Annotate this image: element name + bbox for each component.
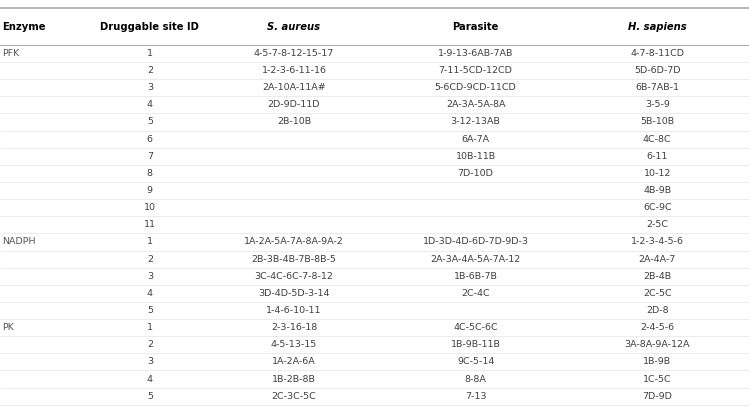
Text: 1: 1 — [147, 237, 153, 246]
Text: 2B-4B: 2B-4B — [643, 272, 671, 281]
Text: 6A-7A: 6A-7A — [461, 135, 490, 144]
Text: 2-5C: 2-5C — [646, 220, 668, 229]
Text: PK: PK — [2, 323, 14, 332]
Text: 6-11: 6-11 — [646, 152, 668, 161]
Text: 3A-8A-9A-12A: 3A-8A-9A-12A — [625, 340, 690, 349]
Text: 4B-9B: 4B-9B — [643, 186, 671, 195]
Text: 1-2-3-6-11-16: 1-2-3-6-11-16 — [261, 66, 327, 75]
Text: 7: 7 — [147, 152, 153, 161]
Text: Parasite: Parasite — [452, 22, 499, 31]
Text: 1-4-6-10-11: 1-4-6-10-11 — [266, 306, 322, 315]
Text: 3D-4D-5D-3-14: 3D-4D-5D-3-14 — [258, 289, 330, 298]
Text: 4C-5C-6C: 4C-5C-6C — [453, 323, 498, 332]
Text: 2C-3C-5C: 2C-3C-5C — [272, 392, 316, 401]
Text: 2D-9D-11D: 2D-9D-11D — [267, 100, 321, 109]
Text: 7-11-5CD-12CD: 7-11-5CD-12CD — [439, 66, 512, 75]
Text: 2A-3A-5A-8A: 2A-3A-5A-8A — [446, 100, 506, 109]
Text: 11: 11 — [144, 220, 156, 229]
Text: 10B-11B: 10B-11B — [455, 152, 496, 161]
Text: 2A-10A-11A#: 2A-10A-11A# — [262, 83, 326, 92]
Text: 2A-4A-7: 2A-4A-7 — [639, 255, 676, 264]
Text: 2: 2 — [147, 255, 153, 264]
Text: 1A-2A-5A-7A-8A-9A-2: 1A-2A-5A-7A-8A-9A-2 — [244, 237, 344, 246]
Text: 6C-9C: 6C-9C — [643, 203, 672, 212]
Text: 3-12-13AB: 3-12-13AB — [451, 118, 500, 126]
Text: 3: 3 — [147, 83, 153, 92]
Text: 1B-6B-7B: 1B-6B-7B — [454, 272, 497, 281]
Text: Enzyme: Enzyme — [2, 22, 46, 31]
Text: 3: 3 — [147, 357, 153, 366]
Text: 2D-8: 2D-8 — [646, 306, 669, 315]
Text: 1A-2A-6A: 1A-2A-6A — [272, 357, 316, 366]
Text: 6B-7AB-1: 6B-7AB-1 — [635, 83, 679, 92]
Text: 3: 3 — [147, 272, 153, 281]
Text: 5: 5 — [147, 118, 153, 126]
Text: 10-12: 10-12 — [643, 169, 671, 178]
Text: 1C-5C: 1C-5C — [643, 375, 672, 384]
Text: 1B-9B: 1B-9B — [643, 357, 671, 366]
Text: 4-5-7-8-12-15-17: 4-5-7-8-12-15-17 — [254, 49, 334, 58]
Text: 8-8A: 8-8A — [464, 375, 487, 384]
Text: 1B-2B-8B: 1B-2B-8B — [272, 375, 316, 384]
Text: 2C-5C: 2C-5C — [643, 289, 672, 298]
Text: 1B-9B-11B: 1B-9B-11B — [451, 340, 500, 349]
Text: 4: 4 — [147, 100, 153, 109]
Text: 1: 1 — [147, 323, 153, 332]
Text: 2-4-5-6: 2-4-5-6 — [640, 323, 674, 332]
Text: 2B-3B-4B-7B-8B-5: 2B-3B-4B-7B-8B-5 — [252, 255, 336, 264]
Text: 2-3-16-18: 2-3-16-18 — [271, 323, 317, 332]
Text: 5-6CD-9CD-11CD: 5-6CD-9CD-11CD — [434, 83, 517, 92]
Text: 7-13: 7-13 — [465, 392, 486, 401]
Text: 4: 4 — [147, 289, 153, 298]
Text: 4-7-8-11CD: 4-7-8-11CD — [630, 49, 685, 58]
Text: 7D-9D: 7D-9D — [643, 392, 672, 401]
Text: 8: 8 — [147, 169, 153, 178]
Text: 10: 10 — [144, 203, 156, 212]
Text: 7D-10D: 7D-10D — [458, 169, 494, 178]
Text: PFK: PFK — [2, 49, 19, 58]
Text: 9: 9 — [147, 186, 153, 195]
Text: 2: 2 — [147, 340, 153, 349]
Text: 3-5-9: 3-5-9 — [645, 100, 670, 109]
Text: 5B-10B: 5B-10B — [640, 118, 674, 126]
Text: S. aureus: S. aureus — [267, 22, 321, 31]
Text: Druggable site ID: Druggable site ID — [100, 22, 199, 31]
Text: 2A-3A-4A-5A-7A-12: 2A-3A-4A-5A-7A-12 — [431, 255, 521, 264]
Text: 5: 5 — [147, 392, 153, 401]
Text: 5: 5 — [147, 306, 153, 315]
Text: 6: 6 — [147, 135, 153, 144]
Text: 2B-10B: 2B-10B — [277, 118, 311, 126]
Text: 4: 4 — [147, 375, 153, 384]
Text: 4-5-13-15: 4-5-13-15 — [271, 340, 317, 349]
Text: 1-2-3-4-5-6: 1-2-3-4-5-6 — [631, 237, 684, 246]
Text: H. sapiens: H. sapiens — [628, 22, 687, 31]
Text: 1D-3D-4D-6D-7D-9D-3: 1D-3D-4D-6D-7D-9D-3 — [422, 237, 529, 246]
Text: 4C-8C: 4C-8C — [643, 135, 672, 144]
Text: 9C-5-14: 9C-5-14 — [457, 357, 494, 366]
Text: 1-9-13-6AB-7AB: 1-9-13-6AB-7AB — [438, 49, 513, 58]
Text: 5D-6D-7D: 5D-6D-7D — [634, 66, 681, 75]
Text: NADPH: NADPH — [2, 237, 36, 246]
Text: 1: 1 — [147, 49, 153, 58]
Text: 2: 2 — [147, 66, 153, 75]
Text: 2C-4C: 2C-4C — [461, 289, 490, 298]
Text: 3C-4C-6C-7-8-12: 3C-4C-6C-7-8-12 — [255, 272, 333, 281]
